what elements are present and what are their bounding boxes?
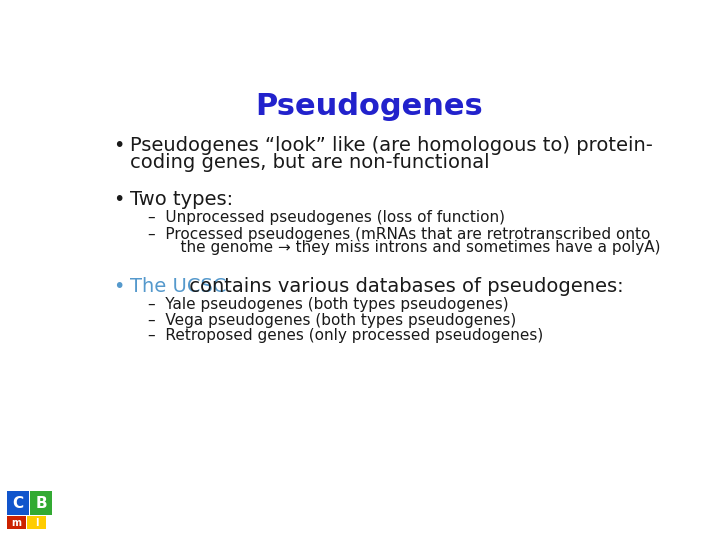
Text: –  Yale pseudogenes (both types pseudogenes): – Yale pseudogenes (both types pseudogen… xyxy=(148,298,509,312)
Text: •: • xyxy=(113,276,125,295)
Text: •: • xyxy=(113,136,125,154)
FancyBboxPatch shape xyxy=(27,516,46,529)
Text: –  Retroposed genes (only processed pseudogenes): – Retroposed genes (only processed pseud… xyxy=(148,328,544,343)
Text: –  Unprocessed pseudogenes (loss of function): – Unprocessed pseudogenes (loss of funct… xyxy=(148,211,505,225)
Text: B: B xyxy=(35,496,47,511)
Text: Pseudogenes: Pseudogenes xyxy=(255,92,483,121)
Text: coding genes, but are non-functional: coding genes, but are non-functional xyxy=(130,153,490,172)
Text: contains various databases of pseudogenes:: contains various databases of pseudogene… xyxy=(183,276,624,295)
Text: I: I xyxy=(35,518,39,528)
FancyBboxPatch shape xyxy=(7,516,26,529)
Text: –  Processed pseudogenes (mRNAs that are retrotranscribed onto: – Processed pseudogenes (mRNAs that are … xyxy=(148,226,650,241)
Text: m: m xyxy=(12,518,22,528)
Text: Pseudogenes “look” like (are homologous to) protein-: Pseudogenes “look” like (are homologous … xyxy=(130,136,653,154)
FancyBboxPatch shape xyxy=(7,491,29,516)
Text: C: C xyxy=(12,496,24,511)
Text: –  Vega pseudogenes (both types pseudogenes): – Vega pseudogenes (both types pseudogen… xyxy=(148,313,516,328)
FancyBboxPatch shape xyxy=(30,491,52,516)
Text: The UCSC: The UCSC xyxy=(130,276,227,295)
Text: Two types:: Two types: xyxy=(130,190,233,208)
Text: •: • xyxy=(113,190,125,208)
Text: the genome → they miss introns and sometimes have a polyA): the genome → they miss introns and somet… xyxy=(161,240,660,255)
